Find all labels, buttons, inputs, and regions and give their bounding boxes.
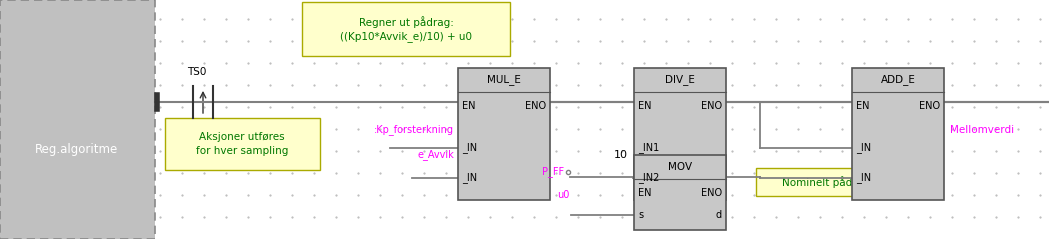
Text: s: s [638, 210, 643, 220]
FancyBboxPatch shape [165, 118, 320, 170]
Text: EN: EN [463, 101, 475, 111]
Text: ENO: ENO [701, 188, 722, 198]
FancyBboxPatch shape [634, 68, 726, 200]
FancyBboxPatch shape [302, 2, 510, 56]
Text: EN: EN [638, 101, 651, 111]
Text: _IN: _IN [856, 142, 872, 153]
Text: _IN: _IN [856, 173, 872, 184]
Text: EN: EN [856, 101, 870, 111]
Text: EN: EN [638, 188, 651, 198]
Text: _IN2: _IN2 [638, 173, 660, 184]
Text: DIV_E: DIV_E [665, 75, 694, 86]
Text: ENO: ENO [524, 101, 545, 111]
Text: MOV: MOV [668, 162, 692, 172]
Text: TS0: TS0 [188, 67, 207, 77]
Text: _IN: _IN [463, 142, 477, 153]
Text: ENO: ENO [919, 101, 940, 111]
Text: u0: u0 [557, 190, 569, 200]
Text: d: d [715, 210, 722, 220]
Text: _IN1: _IN1 [638, 142, 660, 153]
FancyBboxPatch shape [756, 168, 897, 196]
Text: P_FF: P_FF [542, 167, 564, 177]
FancyBboxPatch shape [634, 155, 726, 230]
FancyBboxPatch shape [458, 68, 550, 200]
Text: Reg.algoritme: Reg.algoritme [36, 143, 119, 157]
Text: MUL_E: MUL_E [487, 75, 521, 86]
Text: 10: 10 [614, 150, 628, 160]
Text: :Kp_forsterkning: :Kp_forsterkning [374, 125, 454, 136]
Text: _IN: _IN [463, 173, 477, 184]
Text: Regner ut pådrag:
((Kp10*Avvik_e)/10) + u0: Regner ut pådrag: ((Kp10*Avvik_e)/10) + … [340, 16, 472, 42]
FancyBboxPatch shape [0, 0, 155, 239]
Text: Aksjoner utføres
for hver sampling: Aksjoner utføres for hver sampling [196, 132, 288, 156]
Text: ENO: ENO [701, 101, 722, 111]
Text: e_Avvik: e_Avvik [418, 150, 454, 160]
Text: Nominelt pådrag: Nominelt pådrag [783, 176, 870, 188]
FancyBboxPatch shape [852, 68, 944, 200]
Text: Mellomverdi: Mellomverdi [950, 125, 1014, 135]
Text: ADD_E: ADD_E [880, 75, 916, 86]
